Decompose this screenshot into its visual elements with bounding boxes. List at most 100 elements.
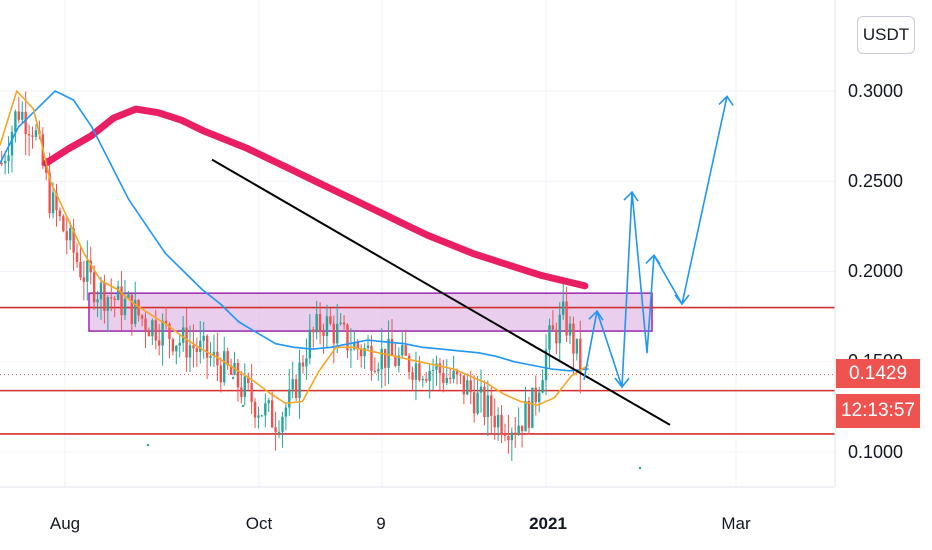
candle-body: [448, 377, 452, 379]
candle-body: [397, 355, 401, 366]
candle-body: [373, 370, 377, 372]
candle-body: [185, 327, 188, 358]
candle-body: [205, 335, 209, 358]
candle-body: [370, 345, 373, 371]
candle-body: [346, 324, 349, 351]
candle-body: [421, 378, 425, 381]
candle-body: [103, 282, 106, 311]
candle-body: [493, 415, 496, 428]
candle-body: [339, 322, 342, 324]
candle-body: [134, 300, 137, 325]
x-tick-label: Mar: [721, 514, 751, 533]
ma-fast-line: [0, 90, 589, 406]
candle-body: [575, 338, 579, 354]
candle-body: [171, 339, 175, 352]
candle-body: [216, 351, 219, 366]
candle-body: [181, 327, 185, 343]
candle-body: [558, 314, 561, 344]
candle-body: [123, 298, 127, 316]
axis-layer: 0.30000.25000.20000.15000.1000AugOct9202…: [0, 0, 903, 533]
candle-body: [130, 294, 134, 325]
candle-body: [466, 380, 469, 395]
candle-body: [195, 348, 199, 352]
currency-badge[interactable]: USDT: [857, 16, 915, 54]
candle-body: [294, 379, 298, 398]
candle-body: [469, 380, 472, 393]
candle-body: [284, 407, 288, 417]
candle-body: [151, 320, 154, 337]
candle-body: [462, 375, 466, 395]
candle-body: [541, 380, 544, 393]
candle-body: [89, 260, 92, 273]
candle-body: [68, 228, 72, 241]
candle-body: [431, 369, 435, 371]
candle-body: [17, 111, 21, 120]
candle-body: [199, 340, 202, 352]
projection-arrowhead: [718, 95, 734, 106]
candle-body: [514, 432, 517, 435]
candle-body: [75, 252, 79, 262]
marker-dot: [241, 404, 245, 408]
resistance-zone: [88, 292, 653, 332]
candle-body: [459, 374, 462, 376]
candle-body: [161, 320, 164, 346]
marker-dot: [231, 376, 235, 380]
projection-arrowhead: [645, 253, 661, 265]
projection-arrowhead: [614, 377, 630, 389]
candle-body: [315, 314, 318, 333]
candle-body: [298, 362, 301, 398]
candle-body: [510, 432, 514, 441]
candle-body: [96, 299, 99, 303]
candle-body: [428, 370, 431, 381]
candle-body: [442, 373, 445, 383]
candle-body: [472, 392, 476, 414]
candle-body: [404, 345, 407, 356]
candle-body: [500, 414, 503, 435]
y-tick-label: 0.3000: [848, 81, 903, 101]
candle-body: [175, 345, 178, 352]
candle-body: [106, 297, 110, 311]
drawing-layer: [146, 95, 734, 470]
candle-body: [209, 356, 212, 358]
candle-body: [120, 286, 123, 316]
candle-body: [223, 351, 226, 383]
ma-slow-line: [42, 105, 589, 290]
candle-body: [21, 111, 24, 120]
candle-body: [496, 414, 500, 428]
candle-body: [188, 345, 192, 358]
candle-body: [144, 318, 147, 332]
candle-body: [281, 416, 284, 432]
candle-body: [336, 323, 339, 344]
candle-body: [561, 301, 565, 315]
candle-body: [479, 386, 483, 393]
candle-body: [168, 323, 171, 340]
candle-body: [62, 216, 65, 232]
candle-body: [45, 165, 48, 173]
candle-body: [507, 435, 510, 441]
grid-layer: [0, 0, 835, 487]
candle-body: [349, 349, 353, 351]
candle-body: [82, 277, 86, 282]
candle-body: [260, 415, 264, 417]
candle-body: [3, 160, 7, 164]
candle-body: [568, 323, 572, 336]
projection-path: [583, 96, 728, 388]
candle-body: [291, 379, 294, 390]
candle-body: [503, 434, 507, 436]
candle-body: [438, 363, 442, 374]
candle-body: [524, 400, 527, 432]
candle-body: [308, 329, 312, 359]
candle-body: [517, 425, 520, 435]
candle-body: [318, 314, 322, 333]
candle-body: [527, 400, 531, 428]
candle-body: [110, 297, 113, 299]
candle-body: [116, 286, 120, 300]
candle-body: [551, 325, 555, 330]
candle-body: [414, 363, 418, 380]
y-tick-label: 0.2500: [848, 171, 903, 191]
marker-dot: [146, 443, 150, 447]
candle-body: [55, 192, 58, 211]
candle-body: [394, 355, 397, 366]
